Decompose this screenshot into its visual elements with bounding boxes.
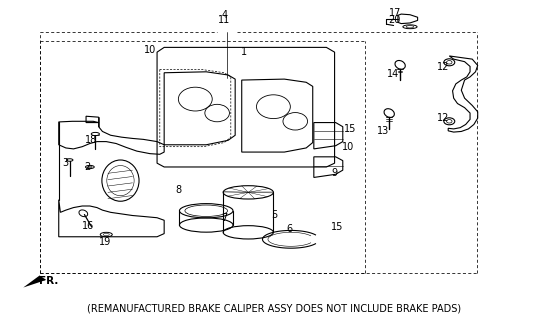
- Text: 15: 15: [344, 124, 356, 134]
- Text: 10: 10: [144, 44, 156, 55]
- Text: 3: 3: [63, 158, 69, 168]
- Text: 1: 1: [242, 47, 248, 57]
- Text: 11: 11: [218, 15, 231, 25]
- Text: FR.: FR.: [38, 276, 58, 285]
- Text: (REMANUFACTURED BRAKE CALIPER ASSY DOES NOT INCLUDE BRAKE PADS): (REMANUFACTURED BRAKE CALIPER ASSY DOES …: [87, 303, 462, 314]
- Text: 13: 13: [377, 126, 389, 136]
- Text: 12: 12: [436, 62, 449, 72]
- Text: 20: 20: [389, 15, 401, 25]
- Text: 16: 16: [82, 221, 94, 231]
- Text: 18: 18: [86, 135, 98, 145]
- Text: 17: 17: [389, 8, 401, 19]
- Text: 4: 4: [221, 10, 227, 20]
- Polygon shape: [23, 276, 46, 288]
- Text: 7: 7: [221, 213, 227, 223]
- Text: 19: 19: [99, 237, 111, 247]
- Text: 12: 12: [436, 113, 449, 123]
- Text: 8: 8: [176, 185, 182, 195]
- Text: 9: 9: [332, 168, 338, 178]
- Text: 14: 14: [388, 69, 400, 79]
- Text: 15: 15: [331, 222, 344, 232]
- Text: 2: 2: [85, 162, 91, 172]
- Text: 6: 6: [287, 224, 293, 234]
- Text: 10: 10: [342, 142, 354, 152]
- Text: 5: 5: [271, 210, 278, 220]
